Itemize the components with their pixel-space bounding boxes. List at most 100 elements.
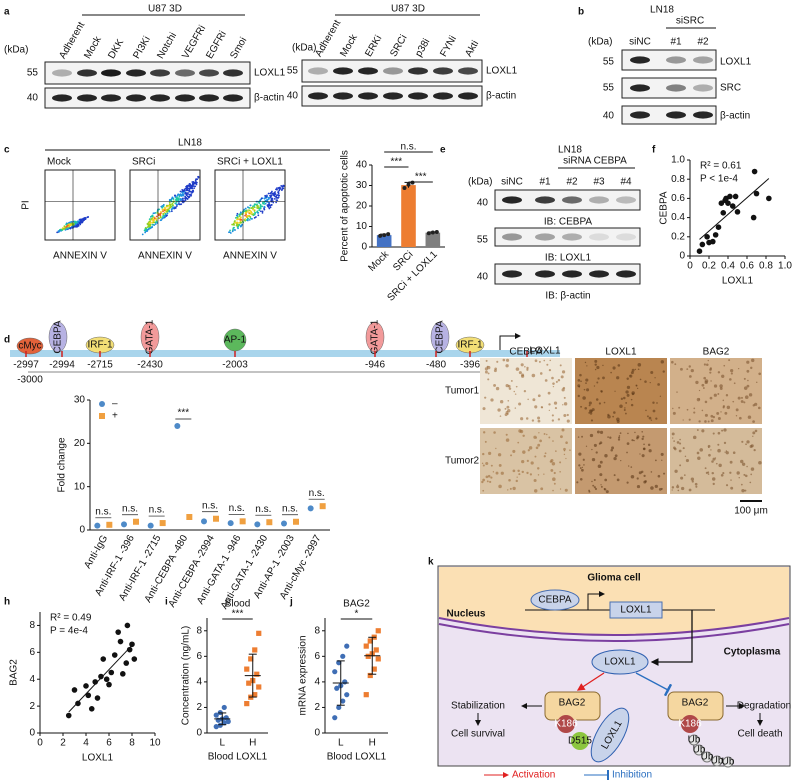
band-label: β-actin — [254, 93, 284, 104]
ihc-texture — [599, 473, 603, 477]
gene-box — [609, 601, 663, 619]
ihc-texture — [518, 473, 521, 476]
blot-band — [150, 94, 170, 102]
blot-frame — [44, 61, 251, 85]
ihc-texture — [671, 489, 673, 491]
ihc-texture — [490, 476, 493, 479]
ihc-texture — [514, 393, 517, 395]
ihc-texture — [717, 393, 720, 395]
ihc-texture — [514, 407, 517, 409]
ihc-texture — [741, 440, 744, 443]
tss-arrow — [499, 333, 521, 350]
ihc-texture — [743, 401, 746, 404]
flow-event — [270, 194, 273, 197]
nuclear-envelope — [438, 623, 790, 642]
ihc-texture — [704, 380, 708, 385]
ihc-texture — [582, 458, 585, 461]
ihc-texture — [485, 359, 488, 362]
flow-event — [185, 185, 187, 188]
ihc-texture — [679, 464, 682, 467]
ihc-texture — [520, 417, 524, 421]
flow-event — [176, 193, 179, 196]
panel-letter: f — [652, 145, 656, 156]
ihc-texture — [704, 400, 708, 404]
ihc-texture — [523, 389, 527, 393]
ihc-texture — [578, 385, 581, 388]
ihc-texture — [630, 398, 633, 401]
x-tick-label: L — [219, 738, 225, 749]
flow-event — [189, 194, 191, 196]
lane-label: SRCi — [388, 33, 409, 59]
y-axis-label: mRNA expression — [298, 635, 309, 715]
flow-event — [228, 231, 231, 233]
point — [720, 210, 727, 216]
point — [111, 652, 118, 658]
x-axis-label: LOXL1 — [82, 753, 114, 764]
flow-event — [265, 195, 268, 198]
flow-event — [148, 220, 151, 223]
ihc-texture — [725, 484, 729, 487]
ihc-texture — [656, 402, 658, 404]
flow-event — [233, 223, 236, 226]
ihc-texture — [752, 435, 754, 437]
ihc-texture — [508, 478, 511, 482]
flow-event — [243, 210, 246, 213]
blot-band — [175, 94, 195, 102]
ihc-texture — [561, 428, 565, 432]
ihc-texture — [725, 451, 729, 455]
significance: *** — [232, 609, 244, 620]
site-label: K186 — [678, 719, 702, 730]
ihc-texture — [712, 457, 716, 461]
flow-event — [70, 221, 73, 223]
point — [239, 518, 246, 525]
flow-event — [151, 218, 154, 221]
panel-letter: c — [4, 145, 10, 156]
x-tick-label: 0.6 — [740, 261, 754, 272]
marker-size: 55 — [477, 235, 489, 246]
point — [406, 182, 411, 187]
gene-label: LOXL1 — [620, 605, 652, 616]
ihc-texture — [482, 489, 485, 492]
ihc-texture — [649, 381, 651, 384]
ihc-texture — [678, 449, 682, 453]
ihc-texture — [592, 484, 595, 487]
significance: n.s. — [149, 505, 165, 516]
ihc-texture — [698, 420, 701, 423]
ihc-texture — [702, 387, 705, 389]
ihc-texture — [548, 369, 552, 372]
bag2-label: BAG2 — [682, 698, 709, 709]
y-tick-label: 0.6 — [671, 193, 685, 204]
ihc-texture — [546, 433, 548, 436]
point — [227, 520, 234, 527]
flow-event — [236, 221, 239, 224]
point — [147, 522, 154, 529]
lane-label: Notchi — [155, 31, 179, 61]
flow-event — [240, 219, 243, 221]
flow-event — [179, 190, 182, 193]
factor-label: CEBPA — [435, 320, 446, 353]
flow-event — [252, 208, 254, 211]
flow-event — [192, 183, 195, 186]
flow-event — [151, 221, 154, 224]
flow-event — [162, 214, 165, 217]
flow-event — [187, 189, 190, 192]
fate-label: Cell death — [737, 729, 782, 740]
ihc-texture — [495, 447, 497, 450]
ihc-texture — [527, 398, 529, 401]
flow-event — [263, 205, 266, 208]
bar — [376, 235, 392, 247]
marker-size: 40 — [477, 272, 489, 283]
flow-event — [282, 185, 285, 187]
flow-event — [186, 197, 189, 200]
outcome-label: Degradation — [737, 701, 791, 712]
flow-event — [141, 233, 144, 236]
point — [213, 724, 219, 730]
y-tick-label: 0 — [314, 728, 320, 739]
ihc-texture — [578, 452, 582, 456]
ihc-texture — [616, 478, 620, 482]
ihc-texture — [588, 411, 591, 414]
legend-label: Activation — [512, 770, 555, 781]
ihc-texture — [648, 416, 652, 420]
